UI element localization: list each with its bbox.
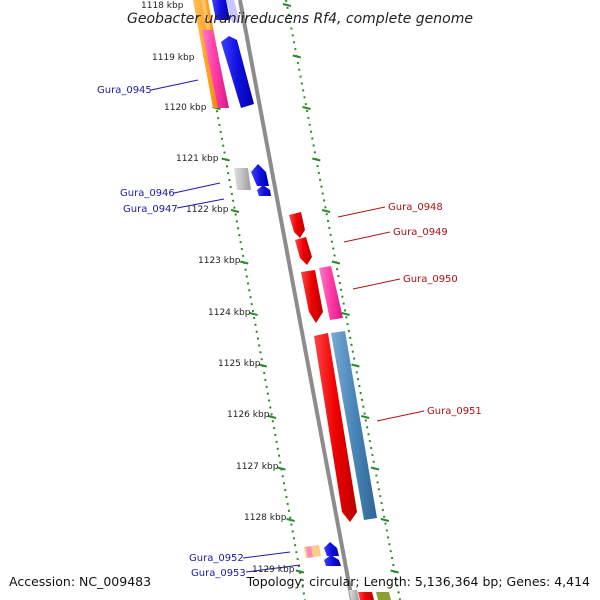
tick-label: 1125 kbp: [218, 359, 261, 369]
leader-0945: [150, 79, 199, 91]
genes-0946-0947: [234, 164, 271, 196]
gene-blue-0953: [324, 555, 341, 566]
gene-blue-0947: [257, 185, 271, 196]
tick-mark: [277, 466, 286, 471]
gene-label-gura-0949[interactable]: Gura_0949: [393, 227, 448, 238]
gene-pink-0950: [319, 266, 343, 320]
tick-mark: [390, 569, 399, 574]
tick-mark: [282, 3, 292, 7]
gene-red-0948: [289, 212, 305, 238]
gene-grey-bottom: [349, 590, 359, 600]
topology-text: Topology: circular; Length: 5,136,364 bp…: [246, 574, 590, 589]
gene-steel-0951: [331, 331, 377, 520]
tick-mark: [331, 260, 341, 265]
tick-labels: 1118 kbp 1119 kbp 1120 kbp 1121 kbp 1122…: [141, 1, 295, 575]
gene-label-gura-0947[interactable]: Gura_0947: [123, 204, 178, 215]
gene-red-0951: [314, 333, 357, 522]
accession-text: Accession: NC_009483: [9, 574, 151, 589]
tick-label: 1120 kbp: [164, 103, 207, 113]
gene-olive-bottom: [376, 592, 391, 600]
leader-0947: [176, 198, 225, 209]
right-features: [289, 212, 377, 522]
tick-label: 1126 kbp: [227, 410, 270, 420]
genome-backbone: [238, 0, 354, 600]
leader-0946: [173, 182, 221, 194]
tick-mark: [249, 312, 258, 316]
tick-label: 1118 kbp: [141, 1, 184, 11]
leader-0950: [352, 278, 401, 290]
gene-light-partial: [226, 0, 240, 22]
tick-mark: [267, 415, 277, 419]
tick-mark: [321, 209, 331, 213]
gene-label-gura-0948[interactable]: Gura_0948: [388, 202, 443, 213]
tick-mark: [351, 363, 360, 368]
gene-blue-0945: [221, 36, 254, 108]
tick-mark: [230, 209, 240, 213]
gene-label-gura-0952[interactable]: Gura_0952: [189, 553, 244, 564]
tick-mark: [341, 312, 350, 316]
gene-red-0950: [301, 270, 323, 323]
tick-mark: [258, 363, 268, 368]
tick-label: 1119 kbp: [152, 53, 195, 63]
gene-label-gura-0951[interactable]: Gura_0951: [427, 406, 482, 417]
top-features: [193, 0, 254, 108]
gene-pink-partial: [202, 30, 229, 108]
tick-label: 1122 kbp: [186, 205, 229, 215]
gene-blue-partial: [212, 0, 230, 20]
tick-label: 1127 kbp: [236, 462, 279, 472]
label-leaders: [150, 79, 425, 573]
tick-label: 1121 kbp: [176, 154, 219, 164]
tick-mark: [370, 466, 380, 471]
tick-label: 1123 kbp: [198, 256, 241, 266]
gene-label-gura-0946[interactable]: Gura_0946: [120, 188, 175, 199]
tick-label: 1129 kbp: [252, 565, 295, 575]
gene-blue-0952: [324, 542, 339, 556]
tick-mark: [286, 518, 295, 522]
tick-mark: [360, 415, 370, 419]
tick-mark: [302, 106, 311, 110]
leader-0953: [245, 564, 301, 573]
leader-0949: [343, 231, 391, 243]
tick-mark: [312, 157, 321, 162]
gene-label-gura-0950[interactable]: Gura_0950: [403, 274, 458, 285]
leader-0951: [376, 410, 425, 422]
map-title: Geobacter uraniireducens Rf4, complete g…: [127, 11, 473, 27]
gene-grey-0946: [234, 168, 251, 190]
leader-0948: [337, 206, 386, 218]
gene-small-pink: [306, 546, 313, 558]
tick-mark: [380, 518, 390, 522]
tick-mark: [240, 260, 249, 265]
tick-mark: [221, 157, 230, 162]
gene-label-gura-0945[interactable]: Gura_0945: [97, 85, 152, 96]
tick-label: 1124 kbp: [208, 308, 251, 318]
tick-label: 1128 kbp: [244, 513, 287, 523]
tick-mark: [295, 569, 305, 574]
gene-red-0949: [295, 237, 312, 265]
gene-label-gura-0953[interactable]: Gura_0953: [191, 568, 246, 579]
bottom-features: [304, 542, 391, 600]
gene-blue-0946: [251, 164, 269, 186]
tick-mark: [292, 54, 301, 59]
leader-0952: [242, 551, 291, 559]
gene-red-bottom: [358, 592, 374, 600]
